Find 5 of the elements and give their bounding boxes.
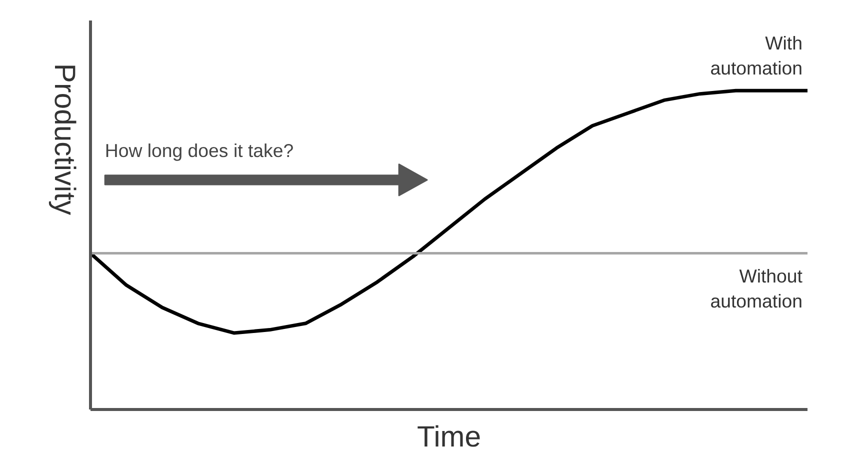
series-label: With automation xyxy=(710,32,803,79)
y-axis-title: Productivity xyxy=(48,63,81,216)
annotation: How long does it take? xyxy=(104,140,294,161)
x-axis-title: Time xyxy=(416,420,482,454)
series-label: Without automation xyxy=(710,265,804,312)
